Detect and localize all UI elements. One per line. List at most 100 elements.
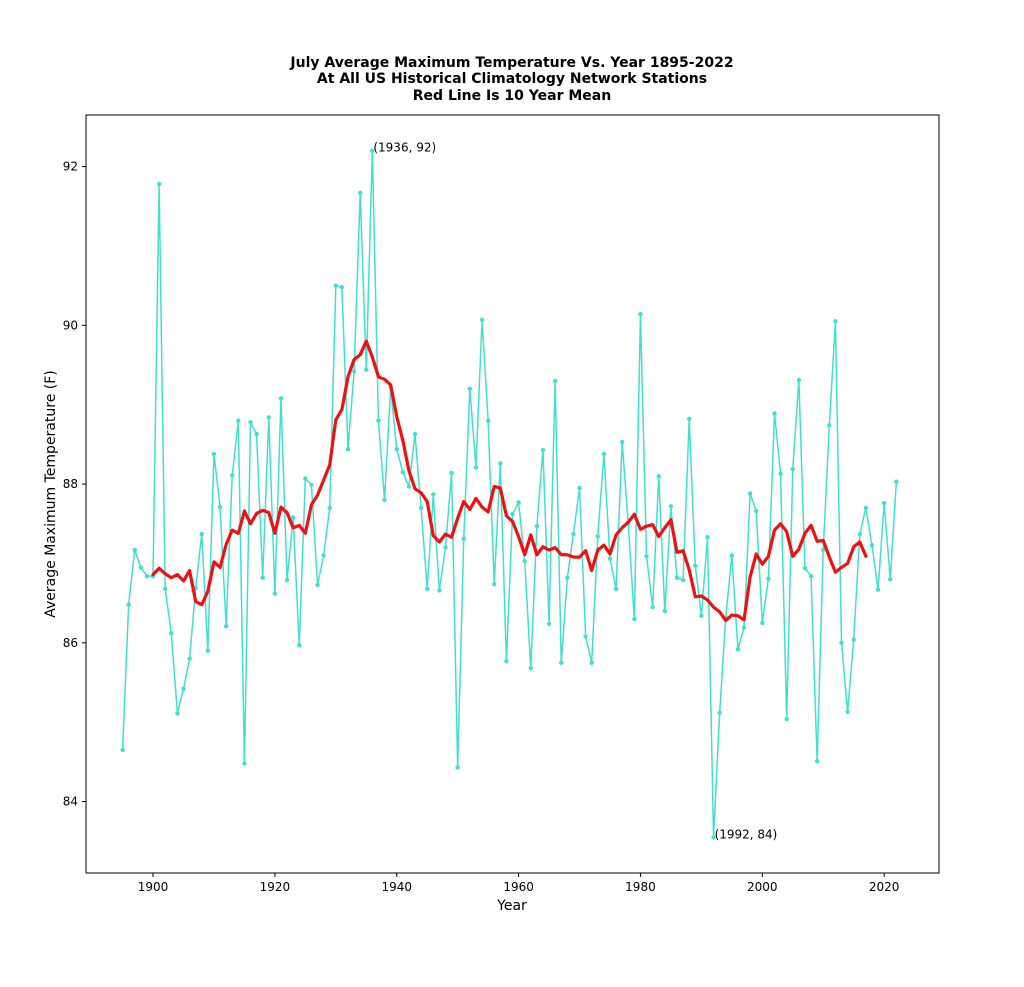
data-point — [595, 534, 600, 539]
data-point — [156, 181, 162, 187]
data-point — [888, 577, 893, 582]
data-point — [656, 473, 661, 479]
data-point — [510, 512, 515, 517]
data-point — [796, 377, 802, 383]
data-point — [205, 648, 211, 653]
data-point — [869, 542, 875, 548]
data-point — [138, 565, 144, 570]
data-point — [589, 660, 594, 665]
data-point — [613, 586, 619, 592]
data-point — [766, 576, 771, 581]
data-point — [163, 586, 168, 592]
data-point — [230, 473, 235, 478]
annotations: (1936, 92) (1992, 84) — [373, 141, 777, 842]
data-point — [851, 637, 856, 642]
data-point — [821, 547, 826, 553]
data-point — [303, 476, 308, 481]
data-point — [449, 470, 454, 476]
x-tick-label: 2000 — [747, 880, 778, 894]
data-point — [144, 573, 150, 579]
data-point — [400, 469, 406, 475]
x-tick-label: 1980 — [625, 880, 656, 894]
y-tick-label: 90 — [63, 318, 78, 332]
data-point — [412, 431, 418, 437]
data-point — [522, 558, 527, 564]
data-point — [181, 686, 186, 692]
plot-data — [120, 148, 899, 840]
data-point — [881, 500, 887, 506]
data-point — [540, 447, 546, 453]
data-point — [827, 423, 832, 428]
data-point — [845, 709, 850, 715]
data-point — [662, 608, 668, 614]
series-line — [151, 339, 868, 623]
data-point — [473, 465, 479, 470]
data-point — [437, 588, 442, 593]
data-point — [485, 418, 491, 423]
data-point — [290, 515, 296, 520]
series-line — [121, 149, 898, 839]
data-point — [674, 575, 680, 580]
data-point — [284, 577, 290, 583]
data-point — [760, 620, 765, 626]
data-point — [559, 660, 564, 665]
data-point — [638, 312, 643, 317]
data-point — [364, 367, 369, 372]
data-point — [754, 508, 759, 514]
data-point — [394, 446, 399, 452]
data-point — [516, 500, 521, 505]
data-point — [693, 563, 698, 569]
data-point — [315, 582, 320, 588]
x-tick-label: 1900 — [138, 880, 169, 894]
data-point — [455, 765, 460, 770]
data-point — [607, 556, 613, 561]
data-point — [717, 710, 722, 715]
data-point — [327, 505, 332, 511]
data-point — [339, 285, 345, 290]
data-point — [443, 545, 448, 550]
point-annotation: (1936, 92) — [373, 141, 436, 155]
data-point — [254, 431, 259, 437]
data-point — [248, 419, 253, 425]
data-point — [778, 471, 783, 476]
data-point — [528, 666, 533, 671]
data-point — [546, 621, 552, 626]
data-point — [132, 547, 137, 553]
x-tick-label: 1940 — [381, 880, 412, 894]
data-point — [772, 411, 777, 416]
data-point — [747, 491, 753, 496]
y-tick-label: 86 — [63, 636, 78, 650]
data-point — [686, 416, 692, 422]
data-point — [357, 190, 363, 195]
y-axis: 84 86 88 90 92 — [63, 160, 86, 809]
data-point — [632, 616, 637, 622]
data-point — [266, 415, 271, 420]
data-point — [297, 643, 302, 648]
data-point — [504, 658, 509, 664]
x-axis: 1900 1920 1940 1960 1980 2000 2020 — [138, 873, 899, 894]
y-tick-label: 92 — [63, 160, 78, 174]
data-point — [223, 623, 229, 629]
data-point — [619, 439, 625, 445]
data-point — [345, 446, 351, 452]
data-point — [479, 317, 485, 322]
data-point — [431, 492, 436, 497]
data-point — [711, 835, 716, 840]
data-point — [126, 602, 131, 607]
data-point — [894, 479, 899, 484]
data-point — [461, 536, 466, 542]
data-point — [729, 553, 735, 558]
title-line-1: July Average Maximum Temperature Vs. Yea… — [289, 55, 733, 71]
x-axis-label: Year — [496, 898, 527, 914]
data-point — [565, 575, 570, 580]
data-point — [217, 504, 223, 510]
data-point — [680, 577, 686, 583]
data-point — [534, 523, 540, 529]
data-point — [333, 283, 339, 288]
data-point — [321, 553, 326, 558]
data-point — [498, 461, 503, 466]
data-point — [814, 758, 820, 764]
data-point — [309, 482, 314, 488]
